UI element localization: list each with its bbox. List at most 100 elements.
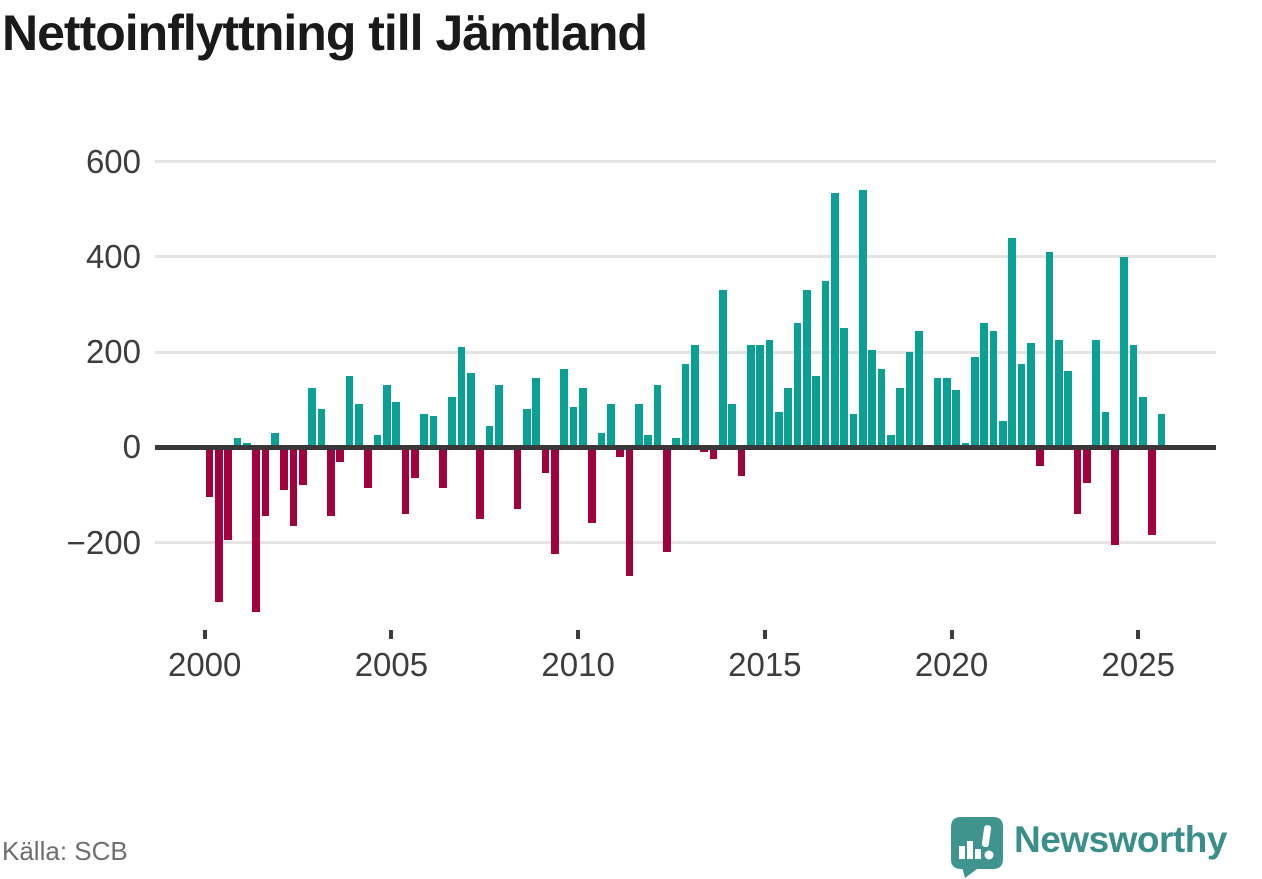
bar-2005-Q1 (392, 402, 400, 448)
bar-2006-Q2 (438, 447, 447, 488)
bar-2001-Q4 (270, 433, 279, 448)
bar-2012-Q1 (653, 385, 662, 448)
bar-2016-Q4 (831, 192, 839, 448)
bar-2024-Q4 (1129, 344, 1138, 448)
bar-2020-Q3 (971, 356, 979, 448)
bar-2003-Q1 (317, 409, 326, 448)
bar-2011-Q2 (625, 447, 634, 576)
newsworthy-pin-icon (951, 817, 1003, 878)
bar-2016-Q1 (803, 290, 811, 448)
x-axis-label-2010: 2010 (541, 646, 615, 683)
x-axis-tick-2020 (949, 630, 954, 639)
bar-2002-Q2 (289, 447, 298, 526)
x-axis-label-2020: 2020 (914, 646, 989, 683)
bar-2019-Q1 (915, 330, 923, 448)
bar-2013-Q3 (709, 447, 718, 460)
bar-2006-Q4 (457, 347, 466, 448)
bar-2016-Q2 (812, 375, 820, 448)
bar-2010-Q2 (588, 447, 596, 524)
zero-baseline (155, 444, 1216, 450)
gridline-y-200 (155, 350, 1216, 354)
bar-2017-Q4 (868, 349, 876, 448)
bar-2007-Q1 (466, 373, 475, 448)
bar-2018-Q1 (877, 368, 886, 448)
bar-2005-Q2 (401, 447, 410, 514)
bar-2018-Q4 (905, 352, 914, 448)
gridline-y--200 (155, 541, 1216, 545)
bar-2013-Q1 (691, 344, 699, 448)
bar-2012-Q2 (663, 447, 671, 553)
bar-2009-Q2 (551, 447, 559, 555)
bar-2008-Q2 (513, 447, 522, 510)
bar-2024-Q3 (1120, 256, 1129, 448)
brand-logo: Newsworthy (950, 817, 1262, 879)
bar-2013-Q4 (719, 290, 727, 448)
y-axis-label-0: 0 (122, 428, 141, 466)
bar-2008-Q3 (523, 409, 531, 448)
bar-2010-Q3 (597, 433, 606, 448)
bar-2002-Q1 (280, 447, 288, 491)
gridline-y-600 (155, 160, 1216, 164)
bar-2002-Q4 (308, 387, 316, 448)
bar-2021-Q2 (999, 421, 1007, 448)
y-axis-label-200: 200 (85, 333, 141, 371)
bar-2006-Q1 (429, 416, 438, 448)
bar-2008-Q4 (532, 378, 540, 448)
y-axis-label-400: 400 (85, 237, 141, 275)
bar-2007-Q3 (485, 425, 494, 448)
x-axis-label-2015: 2015 (728, 646, 802, 683)
bar-2021-Q3 (1008, 237, 1017, 448)
bar-2025-Q3 (1157, 413, 1166, 448)
bar-2020-Q1 (952, 390, 961, 448)
bar-2021-Q4 (1017, 363, 1026, 448)
bar-2022-Q4 (1055, 340, 1063, 448)
bar-2020-Q4 (980, 323, 989, 448)
bar-2000-Q4 (233, 437, 242, 448)
bar-2009-Q4 (569, 406, 578, 448)
bar-2023-Q3 (1083, 447, 1091, 484)
bar-2016-Q3 (821, 280, 830, 448)
bar-2024-Q1 (1101, 411, 1110, 448)
bar-2014-Q4 (756, 344, 764, 448)
bar-2018-Q3 (896, 387, 905, 448)
bar-2000-Q2 (214, 447, 223, 603)
bar-2011-Q1 (616, 447, 624, 457)
x-axis-tick-2015 (762, 630, 767, 639)
bar-2014-Q1 (728, 404, 736, 448)
x-axis-tick-2025 (1136, 630, 1141, 639)
bar-2023-Q4 (1092, 340, 1101, 448)
bar-2018-Q2 (887, 435, 895, 448)
source-note: Källa: SCB (2, 836, 128, 866)
y-axis-label--200: −200 (66, 523, 141, 561)
bar-2011-Q3 (635, 404, 643, 448)
x-axis-label-2005: 2005 (354, 646, 429, 683)
bar-2006-Q3 (448, 397, 456, 448)
bar-2010-Q1 (579, 387, 587, 448)
bar-2017-Q2 (849, 413, 858, 448)
bar-2019-Q4 (943, 378, 951, 448)
x-axis-label-2000: 2000 (167, 646, 242, 683)
bar-2004-Q3 (373, 435, 382, 448)
bar-2022-Q2 (1036, 447, 1045, 467)
bar-2010-Q4 (607, 404, 615, 448)
bar-2011-Q4 (644, 435, 652, 448)
x-axis-tick-2005 (389, 630, 394, 639)
bar-2023-Q1 (1064, 371, 1073, 448)
bar-2003-Q3 (336, 447, 344, 462)
bar-2007-Q4 (495, 385, 503, 448)
brand-wordmark: Newsworthy (1014, 819, 1227, 860)
chart-title: Nettoinflyttning till Jämtland (2, 5, 648, 61)
bar-2004-Q2 (364, 447, 372, 488)
bar-2004-Q4 (382, 385, 391, 448)
bar-2000-Q3 (224, 447, 232, 541)
bar-2000-Q1 (205, 447, 214, 498)
bar-2015-Q1 (765, 340, 774, 448)
bar-2017-Q3 (859, 190, 867, 448)
bar-2025-Q2 (1148, 447, 1157, 536)
x-axis-label-2025: 2025 (1101, 646, 1175, 683)
bar-2022-Q1 (1027, 342, 1035, 448)
bar-2007-Q2 (476, 447, 484, 519)
bar-2015-Q4 (793, 323, 802, 448)
bar-2003-Q4 (345, 375, 354, 448)
